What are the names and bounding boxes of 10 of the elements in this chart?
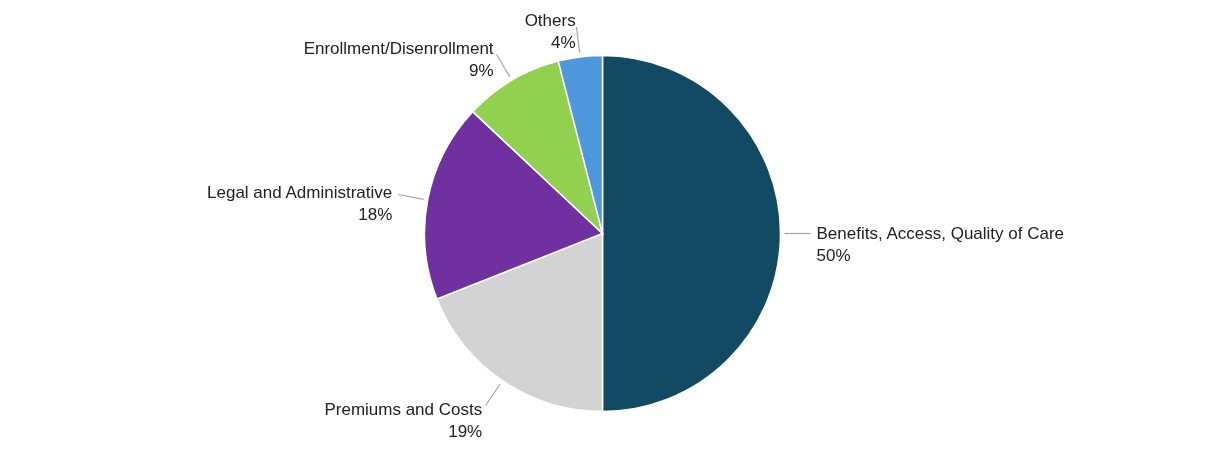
- slice-label: Enrollment/Disenrollment: [303, 39, 494, 59]
- slice-label: Others: [524, 11, 576, 31]
- data-label: 4%: [551, 33, 576, 53]
- slice-label: Legal and Administrative: [207, 183, 393, 203]
- data-label: 19%: [448, 422, 483, 442]
- slice-label: Benefits, Access, Quality of Care: [816, 223, 1065, 243]
- slice-label: Premiums and Costs: [324, 400, 483, 420]
- data-label: 9%: [468, 61, 494, 81]
- data-label: 50%: [816, 245, 851, 265]
- data-label: 18%: [358, 205, 393, 225]
